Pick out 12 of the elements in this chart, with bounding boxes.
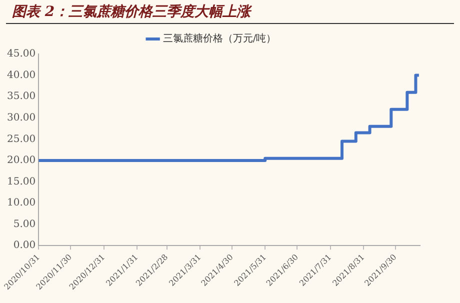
- y-tick-label: 40.00: [6, 70, 36, 81]
- y-tick-label: 25.00: [6, 134, 36, 145]
- legend-label: 三氯蔗糖价格（万元/吨）: [162, 32, 276, 45]
- y-tick-label: 0.00: [13, 240, 36, 252]
- y-tick-label: 30.00: [6, 112, 36, 124]
- y-tick-label: 20.00: [6, 155, 36, 166]
- y-tick-label: 15.00: [6, 176, 36, 188]
- chart-title: 图表 2：三氯蔗糖价格三季度大幅上涨: [6, 0, 454, 24]
- y-tick-label: 45.00: [6, 48, 36, 60]
- y-tick-label: 10.00: [6, 198, 36, 209]
- y-tick-label: 5.00: [13, 218, 36, 230]
- y-tick-label: 35.00: [6, 91, 36, 102]
